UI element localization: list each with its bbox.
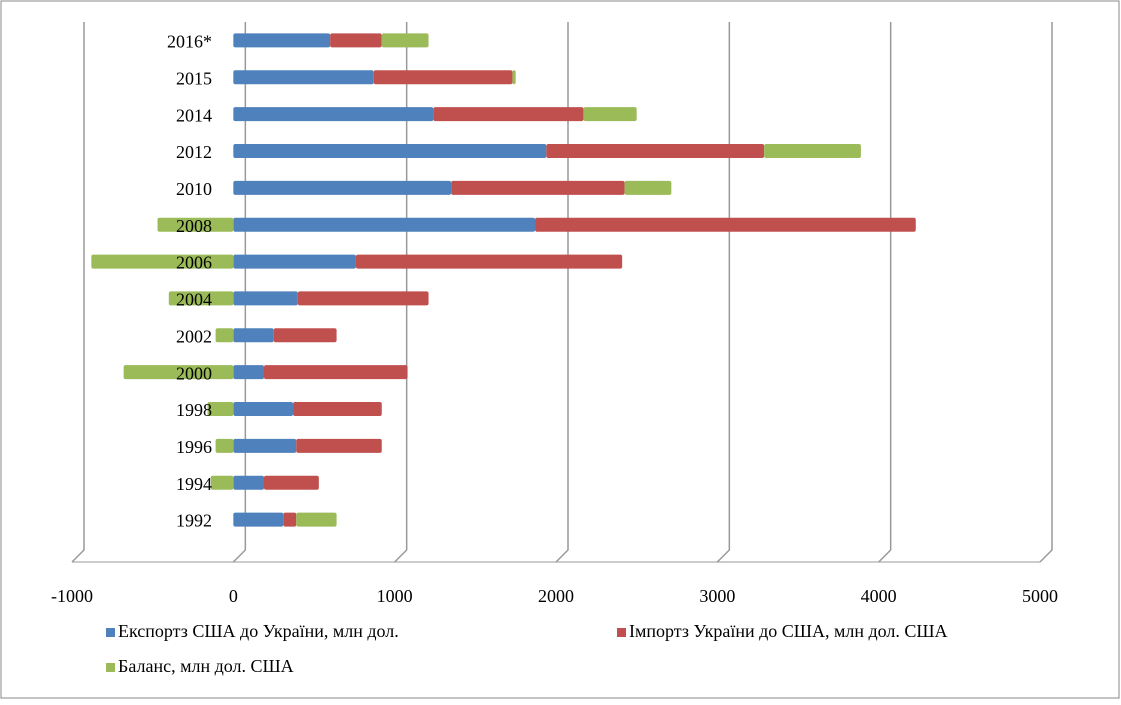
bar-segment <box>233 328 274 343</box>
grid-line <box>716 22 731 563</box>
bar-segment <box>263 365 408 380</box>
bar-segment <box>433 107 584 122</box>
bar-segment <box>233 107 434 122</box>
legend-swatch <box>617 628 626 637</box>
bar-segment <box>233 402 294 416</box>
bar-segment <box>451 180 625 195</box>
bar-segment <box>207 402 234 416</box>
bar-segment <box>296 438 382 453</box>
bar-segment <box>263 475 319 490</box>
bar-segment <box>91 254 234 269</box>
bar-segment <box>233 180 452 195</box>
x-tick-label: 3000 <box>699 586 735 606</box>
bar-segment <box>210 475 234 490</box>
bar-segment <box>233 365 264 380</box>
x-tick-label: 0 <box>229 586 238 606</box>
grid-line <box>555 22 569 563</box>
y-tick-label: 1994 <box>176 474 212 494</box>
bar-segment <box>293 402 382 416</box>
legend-swatch <box>106 663 115 672</box>
bar-segment <box>233 217 536 232</box>
bar-segment <box>233 33 331 48</box>
bar-segment <box>546 144 765 158</box>
y-tick-label: 2016* <box>167 32 212 52</box>
bar-segment <box>233 291 298 306</box>
x-tick-label: 5000 <box>1022 586 1058 606</box>
bar-segment <box>373 70 513 85</box>
bar-segment <box>355 254 623 269</box>
bar-segment <box>233 254 356 269</box>
bar-segment <box>283 512 297 527</box>
y-tick-label: 2012 <box>176 142 212 162</box>
x-tick-label: 2000 <box>538 586 574 606</box>
bar-segment <box>233 475 264 490</box>
legend-label: Імпортз України до США, млн дол. США <box>629 621 948 641</box>
bar-segment <box>168 291 234 306</box>
bar-segment <box>330 33 382 48</box>
legend-label: Баланс, млн дол. США <box>118 656 294 676</box>
legend-swatch <box>106 628 115 637</box>
y-tick-label: 2010 <box>176 179 212 199</box>
y-tick-label: 2002 <box>176 326 212 346</box>
legend-label: Експортз США до України, млн дол. <box>118 621 399 641</box>
grid-line <box>71 22 85 563</box>
bar-segment <box>512 70 516 85</box>
bar-segment <box>123 365 234 380</box>
bar-segment <box>297 291 429 306</box>
bar-segment <box>215 438 234 453</box>
y-tick-label: 2014 <box>176 105 212 125</box>
x-tick-label: 1000 <box>377 586 413 606</box>
bar-segment <box>233 512 284 527</box>
y-tick-label: 2006 <box>176 253 212 273</box>
x-tick-label: 4000 <box>861 586 897 606</box>
y-tick-label: 1996 <box>176 437 212 457</box>
bar-segment <box>583 107 637 122</box>
grid-line <box>394 22 408 563</box>
bar-segment <box>233 438 297 453</box>
y-tick-label: 2000 <box>176 363 212 383</box>
bar-segment <box>764 144 861 158</box>
grid-line <box>1039 22 1053 563</box>
y-tick-label: 2015 <box>176 68 212 88</box>
bar-segment <box>157 217 234 232</box>
grid-line <box>878 22 892 563</box>
bar-segment <box>535 217 916 232</box>
bar-segment <box>273 328 337 343</box>
grid-line <box>232 22 247 563</box>
y-tick-label: 2008 <box>176 216 212 236</box>
bar-segment <box>233 70 374 85</box>
bar-segment <box>381 33 429 48</box>
y-tick-label: 1992 <box>176 511 212 531</box>
bar-segment <box>624 180 672 195</box>
bar-segment <box>215 328 234 343</box>
x-tick-label: -1000 <box>51 586 93 606</box>
y-tick-label: 2004 <box>176 290 212 310</box>
y-tick-label: 1998 <box>176 400 212 420</box>
bar-segment <box>233 144 547 158</box>
bar-segment <box>296 512 337 527</box>
